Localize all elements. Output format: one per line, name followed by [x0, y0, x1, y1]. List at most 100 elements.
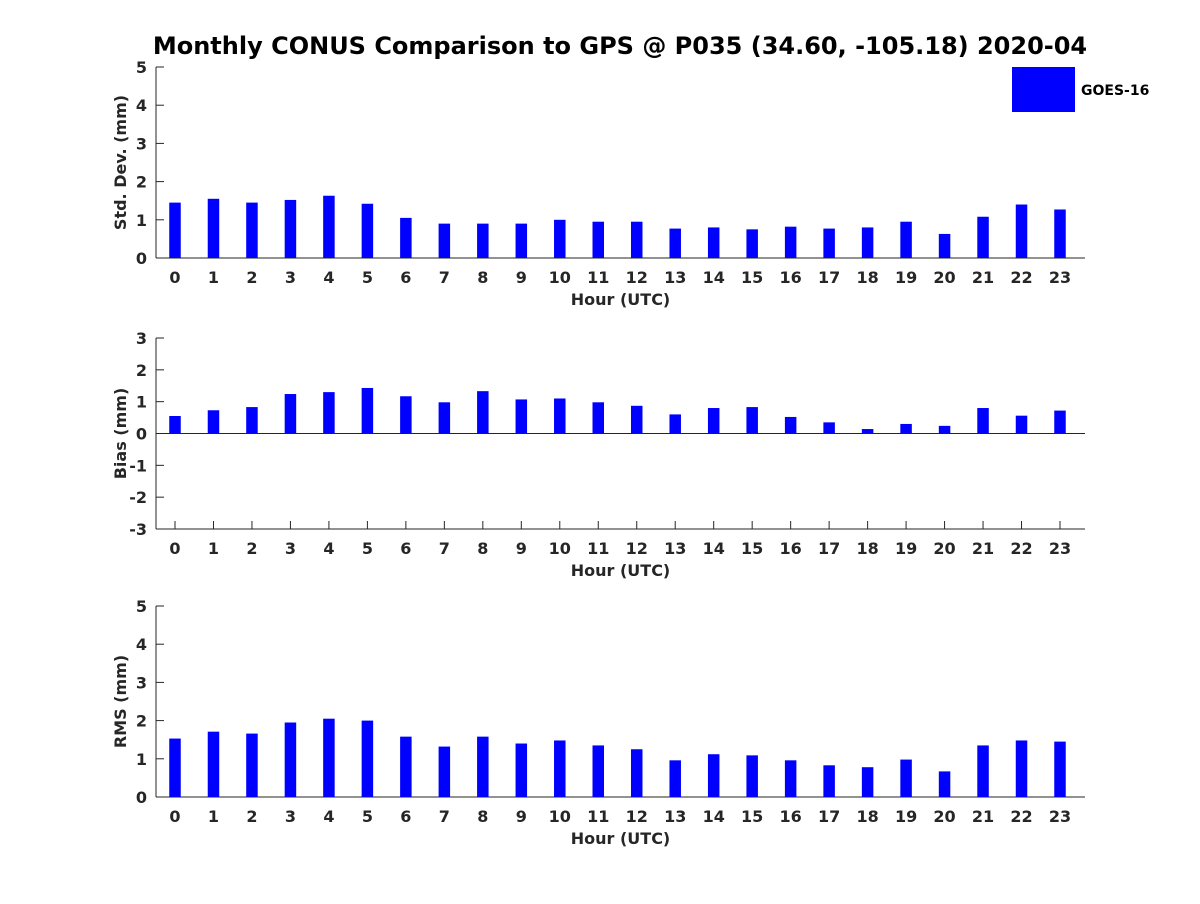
bar-bias-hour-3: [284, 394, 297, 434]
bar-rms-hour-12: [630, 749, 643, 797]
bar-rms-hour-17: [823, 765, 835, 797]
bar-stddev-hour-19: [900, 221, 912, 258]
bar-rms-hour-16: [784, 760, 797, 797]
bar-rms-hour-8: [477, 736, 489, 797]
y-tick-label-rms: 1: [136, 750, 147, 769]
bar-stddev-hour-3: [284, 199, 297, 258]
bar-bias-hour-8: [477, 391, 489, 434]
bar-bias-hour-16: [784, 416, 797, 434]
x-tick-label-stddev: 16: [780, 268, 802, 287]
x-tick-label-rms: 6: [400, 807, 411, 826]
y-tick-label-bias: 2: [136, 361, 147, 380]
bar-rms-hour-5: [361, 720, 374, 797]
bar-rms-hour-10: [554, 740, 566, 797]
bar-rms-hour-22: [1015, 740, 1028, 797]
legend-label-goes16: GOES-16: [1081, 83, 1149, 99]
x-tick-label-rms: 9: [516, 807, 527, 826]
bar-rms-hour-4: [323, 718, 335, 797]
bar-stddev-hour-5: [361, 203, 374, 258]
bar-stddev-hour-2: [246, 202, 258, 258]
bar-stddev-hour-7: [438, 223, 451, 258]
x-tick-label-bias: 19: [895, 539, 917, 558]
y-tick-label-stddev: 2: [136, 173, 147, 192]
x-tick-label-rms: 16: [780, 807, 802, 826]
bar-bias-hour-21: [977, 408, 989, 434]
x-tick-label-bias: 0: [169, 539, 180, 558]
x-axis-label-rms: Hour (UTC): [571, 829, 671, 848]
x-tick-label-rms: 4: [323, 807, 334, 826]
x-tick-label-bias: 4: [323, 539, 334, 558]
x-tick-label-bias: 12: [626, 539, 648, 558]
y-tick-label-stddev: 3: [136, 134, 147, 153]
bar-bias-hour-19: [900, 423, 912, 434]
x-tick-label-bias: 9: [516, 539, 527, 558]
bar-stddev-hour-18: [861, 227, 874, 258]
chart-title: Monthly CONUS Comparison to GPS @ P035 (…: [153, 32, 1087, 60]
bar-rms-hour-15: [746, 755, 758, 797]
bar-rms-hour-9: [515, 743, 528, 797]
x-tick-label-bias: 14: [703, 539, 725, 558]
x-tick-label-bias: 10: [549, 539, 571, 558]
bar-stddev-hour-20: [938, 233, 951, 258]
x-tick-label-bias: 7: [439, 539, 450, 558]
bar-bias-hour-22: [1015, 415, 1028, 434]
bar-stddev-hour-9: [515, 223, 528, 258]
y-tick-label-bias: 1: [136, 393, 147, 412]
x-tick-label-rms: 21: [972, 807, 994, 826]
y-axis-label-rms: RMS (mm): [111, 655, 130, 748]
bar-rms-hour-2: [246, 733, 258, 797]
bar-rms-hour-13: [669, 760, 681, 797]
bar-stddev-hour-22: [1015, 204, 1028, 258]
x-tick-label-stddev: 19: [895, 268, 917, 287]
y-tick-label-rms: 3: [136, 673, 147, 692]
y-axis-label-stddev: Std. Dev. (mm): [111, 95, 130, 230]
x-tick-label-stddev: 0: [169, 268, 180, 287]
y-tick-label-bias: -2: [129, 488, 147, 507]
bar-stddev-hour-0: [169, 202, 181, 258]
y-tick-label-rms: 4: [136, 635, 147, 654]
x-tick-label-rms: 19: [895, 807, 917, 826]
bar-stddev-hour-23: [1054, 209, 1066, 258]
x-tick-label-stddev: 4: [323, 268, 334, 287]
x-tick-label-bias: 1: [208, 539, 219, 558]
bar-bias-hour-4: [323, 392, 335, 434]
x-tick-label-stddev: 2: [246, 268, 257, 287]
bar-bias-hour-11: [592, 402, 605, 434]
y-tick-label-stddev: 1: [136, 211, 147, 230]
bar-bias-hour-13: [669, 414, 681, 434]
y-tick-label-bias: 0: [136, 425, 147, 444]
bar-bias-hour-23: [1054, 410, 1066, 434]
bar-bias-hour-15: [746, 407, 758, 434]
y-axis-label-bias: Bias (mm): [111, 388, 130, 480]
x-tick-label-bias: 15: [741, 539, 763, 558]
x-tick-label-rms: 0: [169, 807, 180, 826]
y-tick-label-stddev: 5: [136, 58, 147, 77]
x-tick-label-stddev: 11: [587, 268, 609, 287]
x-tick-label-bias: 23: [1049, 539, 1071, 558]
bar-rms-hour-23: [1054, 741, 1066, 797]
bar-stddev-hour-16: [784, 226, 797, 258]
x-tick-label-rms: 18: [856, 807, 878, 826]
bar-bias-hour-6: [400, 396, 412, 434]
bar-stddev-hour-21: [977, 216, 989, 258]
y-tick-label-rms: 0: [136, 788, 147, 807]
bar-bias-hour-12: [630, 405, 643, 434]
bar-rms-hour-20: [938, 771, 951, 797]
y-tick-label-stddev: 4: [136, 96, 147, 115]
x-tick-label-bias: 13: [664, 539, 686, 558]
x-tick-label-bias: 21: [972, 539, 994, 558]
x-axis-label-bias: Hour (UTC): [571, 561, 671, 580]
x-tick-label-rms: 12: [626, 807, 648, 826]
x-tick-label-stddev: 1: [208, 268, 219, 287]
y-tick-label-bias: 3: [136, 329, 147, 348]
bar-rms-hour-21: [977, 745, 989, 797]
x-tick-label-rms: 3: [285, 807, 296, 826]
x-tick-label-rms: 13: [664, 807, 686, 826]
x-tick-label-stddev: 18: [856, 268, 878, 287]
bar-stddev-hour-8: [477, 223, 489, 258]
bar-bias-hour-17: [823, 422, 835, 434]
x-tick-label-rms: 1: [208, 807, 219, 826]
